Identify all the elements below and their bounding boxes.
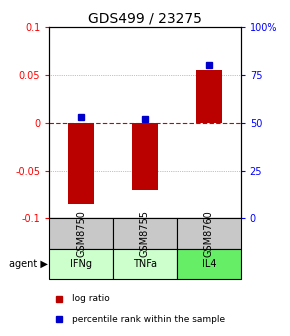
Bar	[49, 218, 113, 249]
Text: IL4: IL4	[202, 259, 216, 269]
Bar	[49, 249, 113, 279]
Bar	[113, 218, 177, 249]
Text: agent ▶: agent ▶	[8, 259, 47, 269]
Text: IFNg: IFNg	[70, 259, 92, 269]
Text: percentile rank within the sample: percentile rank within the sample	[72, 315, 226, 324]
Text: GSM8755: GSM8755	[140, 210, 150, 257]
Title: GDS499 / 23275: GDS499 / 23275	[88, 12, 202, 26]
Text: GSM8760: GSM8760	[204, 210, 214, 257]
Bar	[196, 70, 222, 123]
Bar	[177, 218, 241, 249]
Text: TNFa: TNFa	[133, 259, 157, 269]
Text: log ratio: log ratio	[72, 294, 110, 303]
Bar	[68, 123, 94, 204]
Bar	[132, 123, 158, 190]
Text: GSM8750: GSM8750	[76, 210, 86, 257]
Bar	[113, 249, 177, 279]
Bar	[177, 249, 241, 279]
